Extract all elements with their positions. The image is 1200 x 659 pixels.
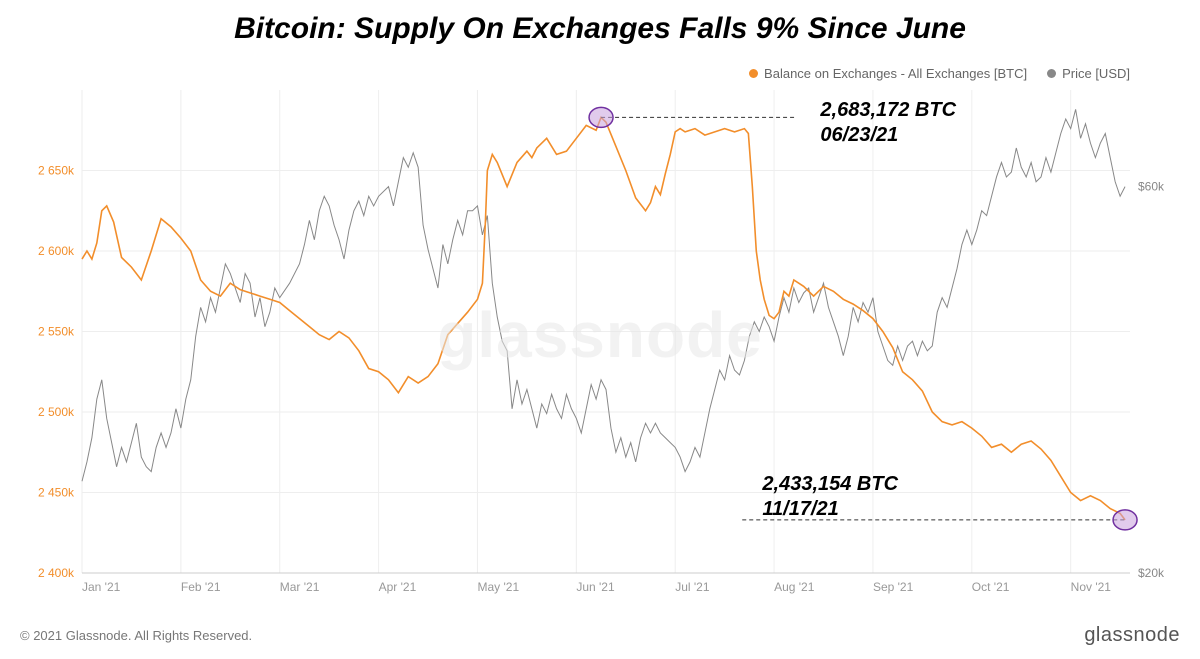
svg-text:Nov '21: Nov '21 xyxy=(1071,580,1112,594)
annotation-trough: 2,433,154 BTC 11/17/21 xyxy=(762,472,898,522)
svg-text:$60k: $60k xyxy=(1138,180,1165,194)
chart-area: glassnode 2 400k2 450k2 500k2 550k2 600k… xyxy=(20,60,1180,609)
footer: © 2021 Glassnode. All Rights Reserved. g… xyxy=(20,624,1180,647)
svg-text:2 500k: 2 500k xyxy=(38,405,75,419)
svg-text:Aug '21: Aug '21 xyxy=(774,580,815,594)
chart-svg: 2 400k 2 450k 2 500k 2 550k 2 600k 2 650k $20k… xyxy=(20,60,1180,609)
annotation-peak-date: 06/23/21 xyxy=(820,123,956,148)
svg-text:Mar '21: Mar '21 xyxy=(280,580,320,594)
svg-text:Sep '21: Sep '21 xyxy=(873,580,914,594)
annotation-peak-value: 2,683,172 BTC xyxy=(820,98,956,123)
svg-text:2 550k: 2 550k xyxy=(38,325,75,339)
svg-text:2 400k: 2 400k xyxy=(38,566,75,580)
svg-text:Feb '21: Feb '21 xyxy=(181,580,221,594)
annotation-peak: 2,683,172 BTC 06/23/21 xyxy=(820,98,956,148)
svg-text:2 450k: 2 450k xyxy=(38,486,75,500)
annotation-trough-value: 2,433,154 BTC xyxy=(762,472,898,497)
svg-text:2 600k: 2 600k xyxy=(38,244,75,258)
svg-text:Jul '21: Jul '21 xyxy=(675,580,710,594)
svg-text:2 650k: 2 650k xyxy=(38,164,75,178)
svg-text:Oct '21: Oct '21 xyxy=(972,580,1010,594)
svg-text:$20k: $20k xyxy=(1138,566,1165,580)
annotation-trough-date: 11/17/21 xyxy=(762,497,898,522)
chart-title: Bitcoin: Supply On Exchanges Falls 9% Si… xyxy=(0,0,1200,54)
brand-text: glassnode xyxy=(1084,624,1180,647)
svg-text:May '21: May '21 xyxy=(477,580,519,594)
svg-text:Apr '21: Apr '21 xyxy=(379,580,417,594)
svg-text:Jun '21: Jun '21 xyxy=(576,580,615,594)
copyright-text: © 2021 Glassnode. All Rights Reserved. xyxy=(20,628,252,643)
svg-text:Jan '21: Jan '21 xyxy=(82,580,121,594)
